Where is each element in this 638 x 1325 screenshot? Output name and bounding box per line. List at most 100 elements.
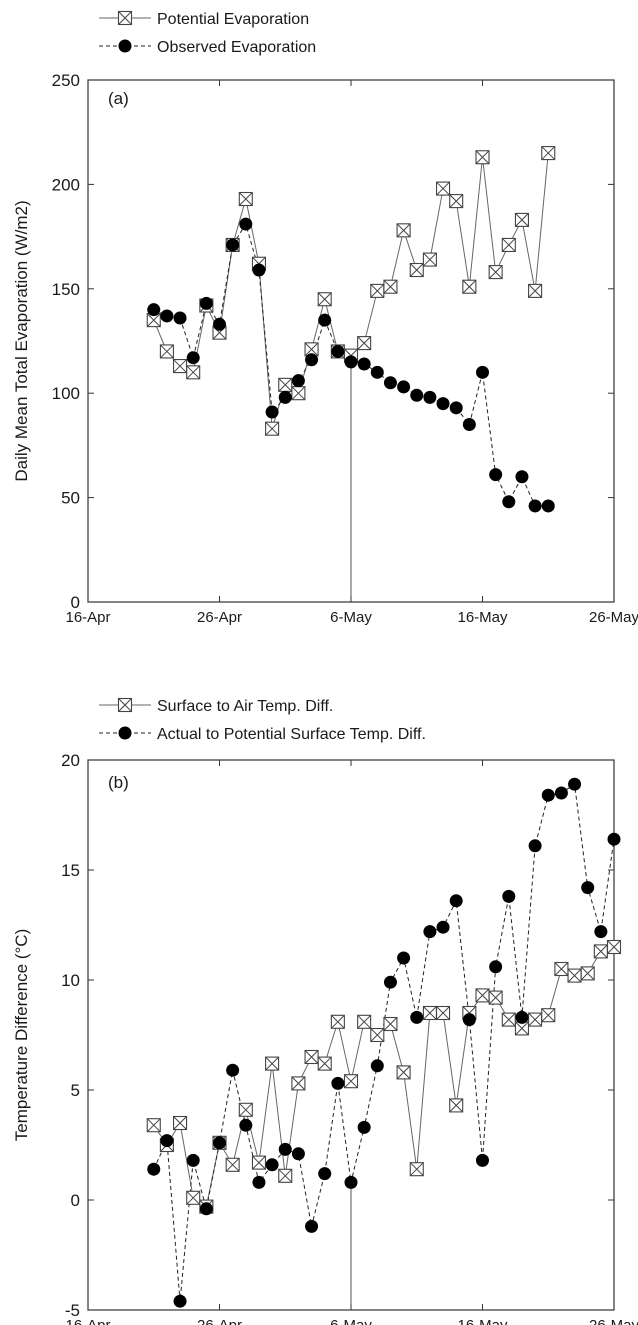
data-point-series-1-cross	[252, 1155, 266, 1170]
panel-label: (a)	[108, 89, 129, 108]
data-point-series-2	[265, 405, 279, 419]
legend-label: Actual to Potential Surface Temp. Diff.	[157, 726, 426, 743]
x-tick-label: 26-Apr	[197, 1317, 242, 1325]
data-point-series-1	[186, 365, 201, 380]
data-point-series-1	[435, 1005, 451, 1021]
data-point-series-1	[541, 1008, 556, 1023]
data-point-series-1-cross	[515, 1021, 529, 1036]
data-point-series-1-cross	[515, 213, 529, 227]
data-point-series-1	[370, 1027, 385, 1043]
data-point-series-2	[318, 313, 332, 327]
data-point-series-1	[238, 1102, 253, 1117]
legend-label: Potential Evaporation	[157, 11, 309, 28]
data-point-series-1-cross	[449, 1098, 464, 1113]
x-tick-label: 6-May	[330, 609, 372, 626]
data-point-series-1	[357, 336, 372, 351]
data-point-series-1	[291, 386, 306, 401]
data-point-series-1-cross	[370, 1028, 385, 1042]
legend-label: Observed Evaporation	[157, 39, 316, 56]
data-point-series-1	[173, 1115, 188, 1131]
data-point-series-2	[502, 889, 516, 903]
data-point-series-1	[146, 1118, 161, 1133]
data-point-series-1	[396, 223, 411, 238]
data-point-series-1	[541, 146, 556, 161]
data-point-series-1	[225, 1157, 240, 1172]
data-point-series-2	[147, 1162, 161, 1176]
data-point-series-2	[199, 296, 213, 310]
series-line-2	[153, 783, 615, 1302]
data-point-series-1-cross	[436, 1006, 450, 1020]
legend-marker	[118, 39, 132, 53]
data-point-series-1-cross	[501, 1012, 516, 1027]
data-point-series-1	[606, 939, 622, 955]
data-point-series-2	[541, 788, 555, 802]
data-point-series-1	[330, 1014, 345, 1029]
data-point-series-2	[213, 317, 226, 331]
data-point-series-1	[317, 1056, 332, 1071]
data-point-series-1-cross	[593, 944, 608, 959]
data-point-series-2	[186, 351, 200, 365]
data-point-series-2	[186, 1153, 200, 1167]
data-point-series-1	[370, 283, 385, 298]
y-tick-label: 5	[71, 1081, 80, 1100]
data-point-series-2	[370, 365, 384, 379]
y-tick-label: 100	[52, 384, 80, 403]
data-point-series-1-cross	[291, 1076, 306, 1091]
data-point-series-2	[173, 311, 187, 325]
data-point-series-2	[291, 374, 305, 388]
data-point-series-1	[265, 421, 280, 436]
x-tick-label: 26-May	[589, 1317, 638, 1325]
data-point-series-2	[436, 397, 450, 411]
data-point-series-1	[488, 265, 503, 280]
data-point-series-2	[554, 786, 568, 800]
x-tick-label: 16-May	[457, 1317, 508, 1325]
data-point-series-2	[370, 1059, 384, 1073]
data-point-series-1-cross	[186, 1190, 201, 1205]
data-point-series-2	[436, 920, 450, 934]
data-point-series-1	[528, 283, 543, 298]
data-point-series-1-cross	[607, 940, 621, 954]
data-point-series-2	[252, 1175, 266, 1189]
y-tick-label: 15	[61, 861, 80, 880]
data-point-series-2	[515, 470, 529, 484]
data-point-series-2	[515, 1010, 529, 1024]
data-point-series-1	[475, 988, 490, 1003]
data-point-series-2	[476, 365, 489, 379]
legend-marker	[118, 726, 132, 740]
data-point-series-1	[567, 968, 582, 983]
data-point-series-1	[514, 212, 530, 227]
data-point-series-2	[173, 1294, 187, 1308]
data-point-series-1	[462, 279, 477, 294]
y-tick-label: 150	[52, 280, 80, 299]
x-tick-label: 6-May	[330, 1317, 372, 1325]
data-point-series-1	[278, 1168, 293, 1183]
data-point-series-1-cross	[501, 238, 516, 252]
data-point-series-2	[331, 1076, 345, 1090]
data-point-series-1	[304, 1049, 319, 1065]
data-point-series-1	[475, 150, 490, 165]
data-point-series-1-cross	[396, 223, 411, 238]
data-point-series-1-cross	[475, 988, 490, 1003]
data-point-series-1	[383, 1016, 398, 1032]
data-point-series-2	[239, 217, 253, 231]
data-point-series-2	[252, 263, 266, 277]
y-axis-label: Daily Mean Total Evaporation (W/m2)	[12, 200, 31, 481]
data-point-series-1-cross	[173, 359, 187, 373]
data-point-series-1-cross	[567, 968, 582, 983]
legend-label: Surface to Air Temp. Diff.	[157, 698, 333, 715]
data-point-series-1-cross	[409, 263, 424, 277]
data-point-series-1	[554, 961, 569, 977]
data-point-series-2	[160, 309, 174, 323]
data-point-series-1-cross	[488, 265, 503, 279]
data-point-series-2	[383, 376, 397, 390]
data-point-series-2	[397, 951, 411, 965]
data-point-series-1-cross	[383, 279, 398, 294]
data-point-series-1	[528, 1012, 543, 1027]
data-point-series-2	[489, 468, 503, 482]
data-point-series-1-cross	[488, 990, 503, 1005]
data-point-series-1-cross	[265, 421, 279, 436]
data-point-series-1-cross	[436, 181, 450, 196]
data-point-series-1	[251, 1155, 266, 1170]
data-point-series-1-cross	[160, 344, 174, 359]
x-tick-label: 16-Apr	[65, 609, 110, 626]
